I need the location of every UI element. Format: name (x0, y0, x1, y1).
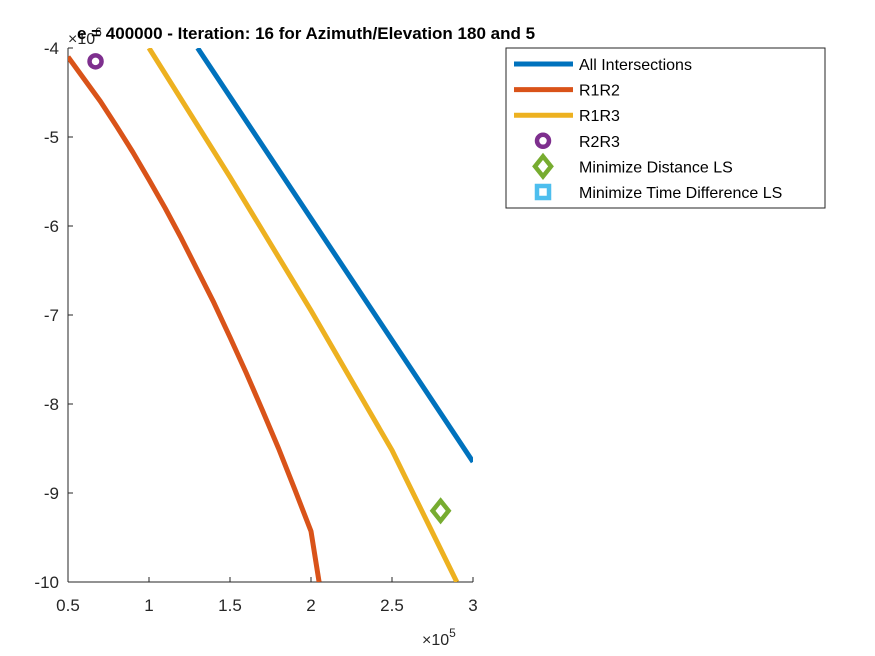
legend-item-r1r2-label: R1R2 (579, 83, 620, 100)
y-exponent-base: ×10 (68, 31, 95, 48)
y-exponent-label: ×106 (68, 25, 102, 48)
x-exponent-base: ×10 (422, 632, 449, 649)
legend-item-r2r3-swatch (534, 132, 552, 150)
x-exponent-label: ×105 (422, 626, 456, 649)
legend-item-r1r3-label: R1R3 (579, 108, 620, 125)
legend-item-r2r3-label: R2R3 (579, 134, 620, 151)
y-ticks: -10 -9 -8 -7 -6 -5 -4 (34, 39, 73, 592)
x-ticks: 0.5 1 1.5 2 2.5 3 (56, 577, 478, 615)
legend-items: All Intersections R1R2 R1R3 R2R3 Minimize Di… (514, 57, 782, 202)
legend-item-minimize-distance-ls-swatch (532, 152, 554, 181)
x-tick-label: 1 (144, 596, 153, 615)
y-tick-label: -5 (44, 128, 59, 147)
y-tick-label: -8 (44, 395, 59, 414)
legend-item-minimize-time-difference-ls-swatch (534, 183, 552, 201)
x-tick-label: 2.5 (380, 596, 404, 615)
legend-item-minimize-distance-ls-label: Minimize Distance LS (579, 159, 733, 176)
series-layer (68, 48, 473, 582)
x-tick-label: 0.5 (56, 596, 80, 615)
legend-box (505, 47, 826, 209)
series-minimize-distance-ls-marker (429, 497, 452, 525)
x-exponent-power: 5 (449, 626, 456, 640)
series-r2r3-marker (87, 53, 104, 70)
x-tick-label: 3 (468, 596, 477, 615)
series-r1r2-line (68, 55, 322, 582)
y-tick-label: -7 (44, 306, 59, 325)
y-tick-label: -10 (34, 573, 59, 592)
series-r1r3-line (146, 48, 460, 582)
y-tick-label: -4 (44, 39, 59, 58)
chart-title: e = 400000 - Iteration: 16 for Azimuth/E… (77, 24, 535, 43)
legend-item-all-intersections-label: All Intersections (579, 57, 692, 74)
y-tick-label: -9 (44, 484, 59, 503)
x-tick-label: 1.5 (218, 596, 242, 615)
x-tick-label: 2 (306, 596, 315, 615)
series-all-intersections-line (195, 48, 473, 464)
y-tick-label: -6 (44, 217, 59, 236)
legend: All Intersections R1R2 R1R3 R2R3 Minimize Di… (505, 47, 826, 209)
y-exponent-power: 6 (95, 25, 102, 39)
legend-item-minimize-time-difference-ls-label: Minimize Time Difference LS (579, 185, 782, 202)
marker-layer (87, 53, 452, 525)
